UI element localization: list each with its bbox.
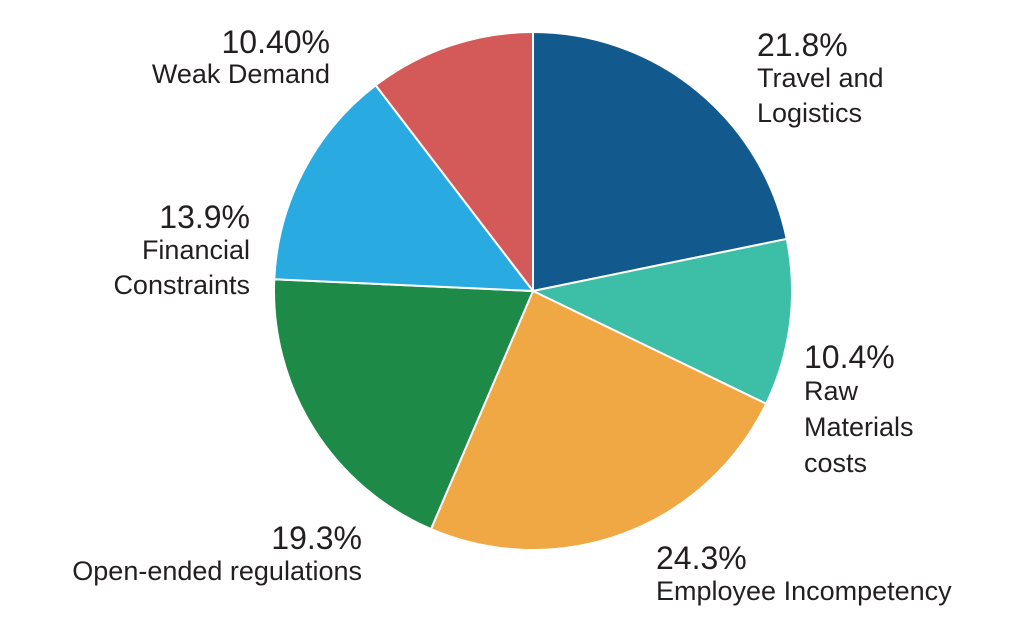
pie-slice-weak-demand: [374, 31, 534, 292]
pie-slice-travel-and-logistics: [532, 31, 788, 292]
slice-value-label-employee-incompetency: 24.3%: [656, 540, 747, 576]
pie-slice-financial-constraints: [273, 84, 534, 292]
pie-slice-open-ended-regulations: [273, 278, 534, 531]
pie-slice-employee-incompetency: [429, 290, 768, 551]
slice-value-label-raw-materials-costs: 10.4%: [804, 339, 895, 375]
slice-category-label-travel-and-logistics: Travel and: [757, 63, 884, 93]
slice-value-label-travel-and-logistics: 21.8%: [757, 27, 848, 63]
slice-category-label-financial-constraints: Financial: [142, 235, 250, 265]
slice-labels: 21.8%Travel and Logistics 10.4%Raw Material…: [72, 24, 952, 606]
slice-category-label-raw-materials-costs: Raw: [804, 376, 859, 406]
slice-category-label-travel-and-logistics: Logistics: [757, 98, 862, 128]
pie-slice-raw-materials-costs: [532, 237, 793, 405]
slice-value-label-financial-constraints: 13.9%: [159, 199, 250, 235]
slice-category-label-weak-demand: Weak Demand: [152, 59, 330, 89]
slice-category-label-raw-materials-costs: costs: [804, 448, 867, 478]
slice-value-label-open-ended-regulations: 19.3%: [271, 520, 362, 556]
slice-category-label-open-ended-regulations: Open-ended regulations: [72, 556, 362, 586]
slice-category-label-raw-materials-costs: Materials: [804, 412, 914, 442]
slice-category-label-employee-incompetency: Employee Incompetency: [656, 576, 952, 606]
pie-slices: [273, 31, 793, 551]
slice-value-label-weak-demand: 10.40%: [221, 24, 330, 60]
slice-category-label-financial-constraints: Constraints: [113, 270, 250, 300]
